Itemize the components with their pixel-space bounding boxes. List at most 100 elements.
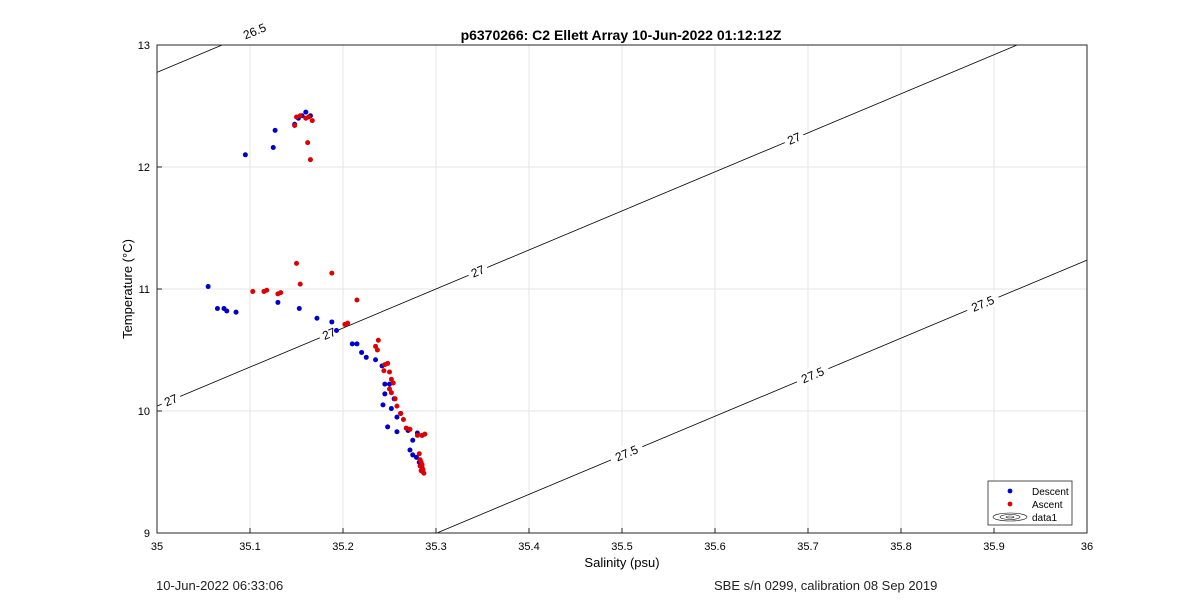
point-ascent	[275, 291, 281, 297]
point-descent	[373, 357, 379, 363]
x-tick-label: 35.7	[797, 541, 818, 553]
x-tick-label: 35	[151, 541, 163, 553]
point-ascent	[392, 396, 398, 402]
contour-label-bg	[607, 439, 646, 467]
point-ascent	[309, 118, 315, 124]
point-descent	[233, 309, 239, 315]
point-ascent	[292, 123, 298, 129]
point-descent	[214, 306, 220, 312]
legend-label-ascent: Ascent	[1032, 500, 1063, 511]
contour-label-bg	[781, 127, 806, 150]
footer-calibration: SBE s/n 0299, calibration 08 Sep 2019	[714, 578, 938, 593]
contour-label-bg	[235, 17, 274, 45]
contour-label-bg	[964, 289, 1002, 317]
x-tick-label: 35.6	[704, 541, 725, 553]
y-tick-label: 9	[144, 528, 150, 540]
point-descent	[303, 109, 309, 115]
point-ascent	[407, 426, 413, 432]
point-descent	[359, 349, 365, 355]
point-descent	[410, 437, 416, 443]
point-ascent	[422, 431, 428, 437]
point-descent	[394, 429, 400, 435]
point-descent	[382, 391, 388, 397]
legend-contour-icon	[992, 512, 1028, 522]
y-tick-label: 13	[138, 40, 150, 52]
isopycnal-line	[156, 44, 223, 73]
point-descent	[363, 354, 369, 360]
point-ascent	[385, 360, 391, 366]
point-ascent	[374, 347, 380, 353]
point-descent	[394, 414, 400, 420]
point-ascent	[307, 157, 313, 163]
point-descent	[382, 381, 388, 387]
data-points	[205, 109, 428, 476]
point-ascent	[294, 260, 299, 266]
contour-label-text: 27	[469, 262, 487, 280]
axis-ticks: 35 35.1 35.2 35.3 35.4 35.5 35.6 35.7 35.8 35.9 36…	[138, 40, 1093, 553]
point-ascent	[250, 288, 256, 294]
point-ascent	[375, 337, 381, 343]
point-ascent	[416, 451, 422, 457]
footer-timestamp: 10-Jun-2022 06:33:06	[156, 578, 284, 593]
contour-label: 26.5	[235, 17, 274, 45]
contour-label: 27	[465, 260, 490, 282]
x-tick-label: 35.3	[425, 541, 446, 553]
legend: Descent Ascent data1	[987, 480, 1073, 526]
x-tick-label: 35.2	[332, 541, 353, 553]
y-tick-label: 11	[139, 284, 150, 296]
x-tick-label: 36	[1081, 541, 1093, 553]
point-descent	[388, 406, 394, 412]
point-ascent	[387, 369, 392, 375]
legend-label-contours: data1	[1032, 513, 1057, 524]
x-axis-label: Salinity (psu)	[584, 555, 659, 570]
point-ascent	[417, 463, 423, 469]
point-ascent	[329, 270, 335, 276]
point-ascent	[414, 432, 420, 438]
point-descent	[272, 127, 278, 133]
contour-label-text: 27	[162, 391, 180, 409]
x-tick-label: 35.4	[518, 541, 539, 553]
contour-label-bg	[465, 260, 490, 282]
legend-box	[987, 480, 1073, 526]
point-descent	[205, 284, 211, 290]
contour-label-text: 27	[785, 130, 803, 148]
point-descent	[270, 144, 276, 150]
point-ascent	[306, 114, 312, 120]
contour-label: 27	[158, 389, 183, 411]
point-descent	[314, 315, 320, 321]
contour-label-bg	[158, 389, 183, 411]
point-descent	[407, 447, 413, 453]
point-descent	[224, 308, 230, 314]
point-ascent	[305, 140, 311, 146]
point-ascent	[400, 417, 406, 423]
x-tick-label: 35.1	[239, 541, 260, 553]
contour-label-bg	[316, 322, 341, 345]
chart-title: p6370266: C2 Ellett Array 10-Jun-2022 01…	[461, 27, 782, 43]
point-ascent	[398, 410, 404, 416]
point-ascent	[264, 287, 270, 293]
point-descent	[349, 341, 355, 347]
point-descent	[242, 152, 248, 158]
point-ascent	[354, 297, 360, 303]
y-axis-label: Temperature (°C)	[120, 239, 135, 339]
y-tick-label: 12	[138, 162, 150, 174]
point-ascent	[388, 390, 394, 396]
legend-label-descent: Descent	[1032, 487, 1069, 498]
point-descent	[410, 452, 416, 458]
point-ascent	[418, 468, 424, 474]
x-tick-label: 35.8	[890, 541, 911, 553]
legend-marker-ascent	[1007, 501, 1013, 507]
point-descent	[275, 299, 281, 305]
x-tick-label: 35.5	[611, 541, 632, 553]
point-descent	[385, 424, 391, 430]
point-ascent	[394, 403, 400, 409]
point-descent	[354, 341, 360, 347]
contour-label: 27	[781, 127, 806, 150]
point-descent	[333, 327, 339, 333]
point-ascent	[342, 321, 348, 327]
point-ascent	[381, 368, 387, 374]
contour-label: 27	[316, 322, 341, 345]
point-descent	[296, 306, 302, 312]
